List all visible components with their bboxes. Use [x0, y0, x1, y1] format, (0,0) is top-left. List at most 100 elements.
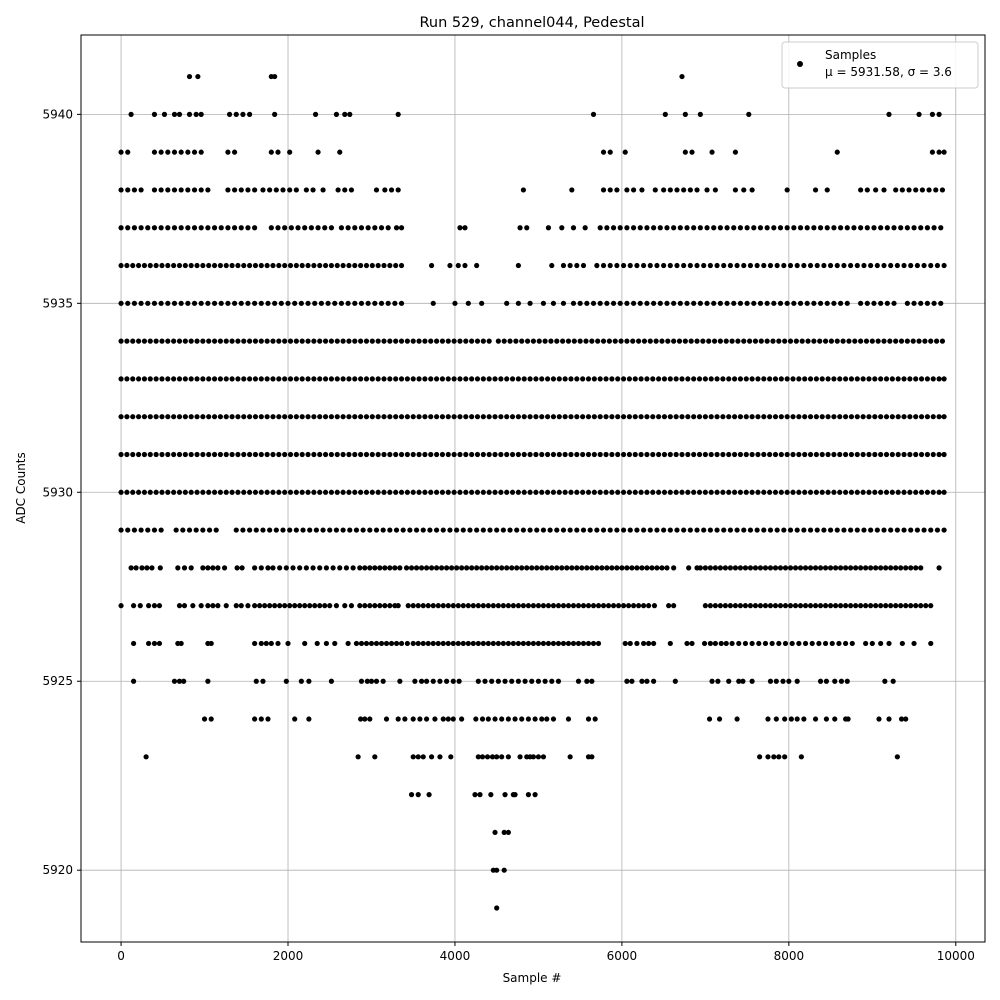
data-point	[205, 300, 211, 306]
data-point	[305, 489, 311, 495]
data-point	[509, 451, 516, 458]
data-point	[866, 414, 872, 420]
data-point	[727, 603, 734, 609]
data-point	[527, 451, 533, 458]
data-point	[240, 527, 246, 533]
data-point	[868, 565, 874, 571]
data-point	[854, 414, 860, 420]
data-point	[352, 489, 358, 495]
data-point	[504, 565, 510, 571]
data-point	[794, 262, 800, 269]
data-point	[525, 603, 532, 609]
data-point	[941, 149, 947, 155]
data-point	[260, 678, 266, 684]
data-point	[626, 489, 633, 495]
data-point	[632, 489, 638, 495]
data-point	[550, 376, 557, 382]
data-point	[772, 489, 779, 495]
data-point	[507, 338, 513, 344]
data-point	[782, 640, 789, 647]
data-point	[372, 565, 378, 571]
data-point	[556, 376, 562, 382]
data-point	[377, 565, 383, 571]
data-point	[223, 414, 229, 420]
data-point	[480, 451, 486, 458]
x-axis-label: Sample #	[503, 971, 562, 985]
data-point	[667, 640, 673, 647]
data-point	[302, 640, 308, 647]
data-point	[293, 489, 299, 495]
data-point	[430, 640, 436, 647]
data-point	[365, 300, 371, 306]
data-point	[206, 262, 212, 269]
data-point	[712, 640, 718, 647]
data-point	[629, 678, 635, 684]
data-point	[755, 376, 761, 382]
data-point	[195, 73, 201, 80]
data-point	[283, 565, 289, 571]
data-point	[567, 754, 573, 760]
data-point	[141, 376, 148, 382]
data-point	[797, 225, 804, 231]
data-point	[420, 527, 426, 533]
data-point	[784, 451, 790, 458]
data-point	[198, 300, 204, 306]
data-point	[240, 111, 246, 117]
data-point	[939, 338, 946, 344]
data-point	[550, 414, 557, 420]
data-point	[422, 414, 428, 420]
data-point	[312, 111, 319, 117]
data-point	[363, 376, 370, 382]
data-point	[338, 225, 345, 231]
data-point	[757, 754, 763, 760]
data-point	[881, 262, 887, 269]
data-point	[176, 603, 183, 609]
data-point	[796, 489, 802, 495]
data-point	[706, 716, 713, 722]
data-point	[498, 489, 504, 495]
data-point	[807, 451, 814, 458]
data-point	[130, 414, 136, 420]
data-point	[439, 338, 446, 344]
data-point	[265, 565, 271, 571]
data-point	[639, 187, 645, 193]
data-point	[210, 565, 216, 571]
data-point	[782, 338, 788, 344]
data-point	[165, 376, 171, 382]
data-point	[716, 716, 723, 722]
data-point	[151, 603, 158, 609]
data-point	[901, 451, 907, 458]
data-point	[515, 376, 521, 382]
data-point	[198, 225, 204, 231]
data-point	[504, 414, 510, 420]
data-point	[176, 489, 183, 495]
data-point	[260, 187, 266, 193]
data-point	[239, 565, 245, 571]
data-point	[456, 678, 462, 684]
data-point	[428, 451, 434, 458]
data-point	[307, 603, 313, 609]
data-point	[866, 489, 872, 495]
data-point	[362, 603, 368, 609]
data-point	[487, 527, 493, 533]
data-point	[886, 111, 892, 117]
data-point	[415, 792, 421, 798]
data-point	[153, 338, 159, 344]
x-tick-label: 2000	[273, 949, 304, 963]
data-point	[843, 565, 849, 571]
data-point	[822, 640, 829, 647]
data-point	[831, 414, 837, 420]
data-point	[841, 262, 847, 269]
data-point	[530, 754, 537, 760]
data-point	[796, 640, 802, 647]
data-point	[428, 754, 435, 760]
data-point	[149, 565, 155, 571]
data-point	[223, 603, 229, 609]
data-point	[824, 225, 830, 231]
data-point	[141, 414, 148, 420]
data-point	[749, 489, 755, 495]
data-point	[708, 489, 714, 495]
data-point	[486, 489, 492, 495]
data-point	[238, 225, 244, 231]
data-point	[375, 376, 381, 382]
